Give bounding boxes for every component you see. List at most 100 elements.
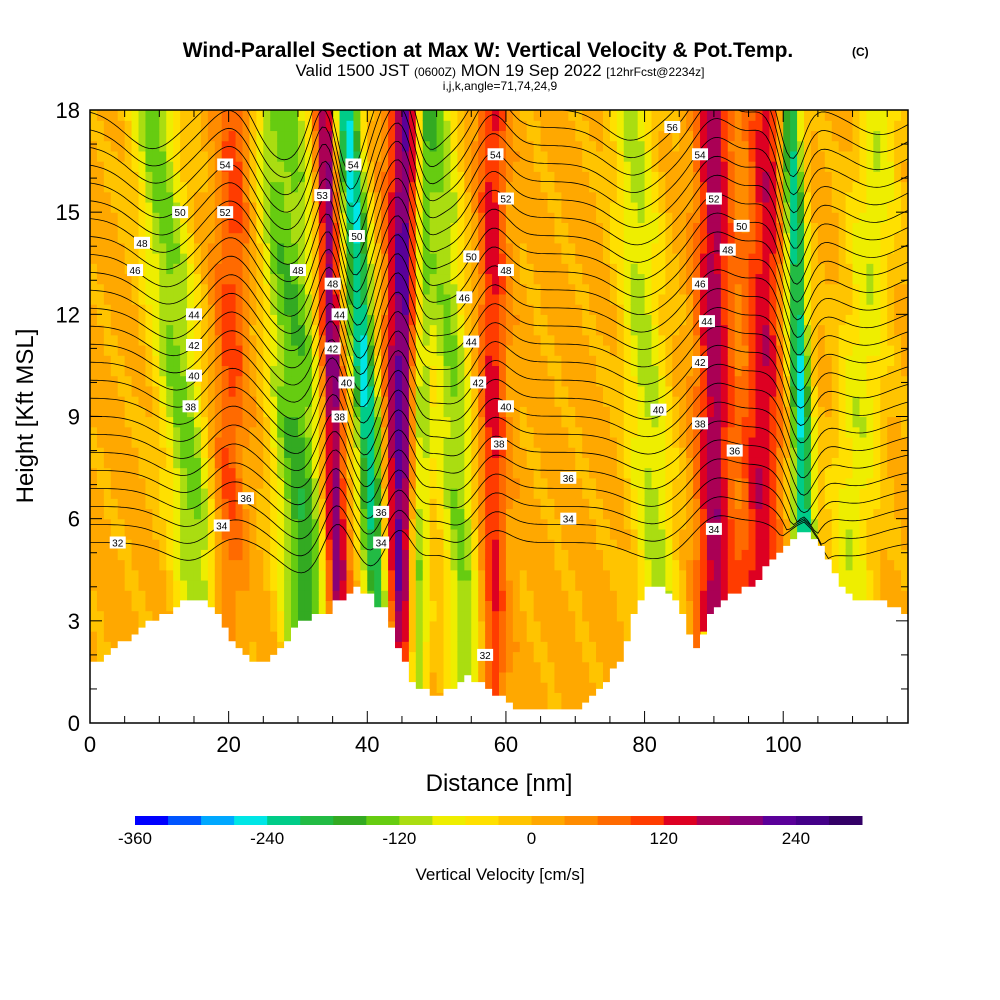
velocity-cell [159, 539, 167, 550]
velocity-cell [263, 457, 271, 469]
velocity-cell [256, 539, 264, 550]
velocity-cell [422, 355, 431, 367]
velocity-cell [277, 518, 285, 530]
velocity-cell [159, 488, 167, 499]
velocity-cell [256, 263, 264, 275]
velocity-cell [159, 253, 167, 264]
velocity-cell [415, 201, 424, 213]
velocity-cell [429, 651, 438, 663]
velocity-cell [332, 375, 341, 387]
velocity-cell [609, 641, 618, 653]
velocity-cell [270, 549, 278, 561]
velocity-cell [720, 161, 729, 172]
velocity-cell [734, 498, 743, 510]
velocity-cell [630, 201, 639, 213]
velocity-cell [401, 590, 410, 601]
velocity-cell [332, 385, 341, 397]
velocity-cell [311, 508, 320, 520]
velocity-cell [221, 242, 230, 254]
velocity-cell [575, 508, 583, 520]
velocity-cell [686, 498, 694, 510]
velocity-cell [651, 385, 660, 397]
velocity-cell [117, 416, 126, 428]
velocity-cell [499, 518, 507, 530]
velocity-cell [103, 344, 112, 356]
velocity-cell [672, 498, 680, 510]
velocity-cell [561, 671, 569, 683]
velocity-cell [693, 120, 701, 132]
velocity-cell [166, 600, 174, 612]
velocity-cell [173, 344, 181, 356]
velocity-cell [637, 498, 646, 510]
velocity-cell [436, 590, 445, 601]
velocity-cell [159, 161, 167, 172]
velocity-cell [596, 508, 604, 520]
velocity-cell [609, 201, 618, 213]
velocity-cell [138, 436, 147, 448]
velocity-cell [519, 590, 528, 601]
velocity-cell [256, 334, 264, 346]
velocity-cell [304, 324, 313, 336]
velocity-cell [720, 488, 729, 499]
velocity-cell [235, 110, 244, 121]
velocity-cell [304, 334, 313, 346]
velocity-cell [596, 110, 604, 121]
velocity-cell [526, 682, 535, 693]
velocity-cell [589, 477, 597, 489]
velocity-cell [422, 130, 431, 142]
velocity-cell [263, 344, 271, 356]
velocity-cell [200, 293, 209, 305]
velocity-cell [270, 508, 278, 520]
velocity-cell [159, 110, 167, 121]
velocity-cell [145, 222, 153, 234]
velocity-cell [228, 447, 237, 458]
velocity-cell [90, 457, 98, 469]
velocity-cell [367, 171, 375, 183]
velocity-cell [256, 436, 264, 448]
velocity-cell [353, 549, 361, 561]
velocity-cell [221, 324, 230, 336]
velocity-cell [450, 385, 458, 397]
velocity-cell [596, 590, 604, 601]
velocity-cell [145, 283, 153, 295]
velocity-cell [367, 324, 375, 336]
velocity-cell [263, 314, 271, 326]
velocity-cell [193, 120, 202, 132]
velocity-cell [623, 334, 632, 346]
velocity-cell [499, 498, 507, 510]
velocity-cell [367, 263, 375, 275]
velocity-cell [318, 569, 327, 581]
velocity-cell [388, 140, 396, 152]
velocity-cell [297, 600, 306, 612]
velocity-cell [658, 518, 666, 530]
velocity-cell [415, 620, 424, 632]
velocity-cell [665, 283, 673, 295]
velocity-cell [374, 110, 382, 121]
velocity-cell [471, 508, 479, 520]
velocity-cell [228, 406, 237, 418]
velocity-cell [596, 232, 604, 244]
velocity-cell [117, 212, 126, 223]
velocity-cell [471, 498, 479, 510]
velocity-cell [616, 549, 625, 561]
velocity-cell [360, 457, 368, 469]
velocity-cell [193, 181, 202, 193]
velocity-cell [360, 150, 368, 162]
velocity-cell [582, 334, 590, 346]
velocity-cell [180, 498, 188, 510]
velocity-cell [367, 110, 375, 121]
velocity-cell [485, 518, 493, 530]
velocity-cell [713, 477, 722, 489]
velocity-cell [415, 447, 424, 458]
velocity-cell [311, 488, 320, 499]
velocity-cell [124, 324, 133, 336]
velocity-cell [381, 477, 389, 489]
velocity-cell [422, 334, 431, 346]
velocity-cell [561, 344, 569, 356]
velocity-cell [388, 232, 396, 244]
velocity-cell [145, 498, 153, 510]
velocity-cell [457, 620, 465, 632]
velocity-cell [450, 498, 458, 510]
velocity-cell [117, 334, 126, 346]
velocity-cell [311, 579, 320, 591]
